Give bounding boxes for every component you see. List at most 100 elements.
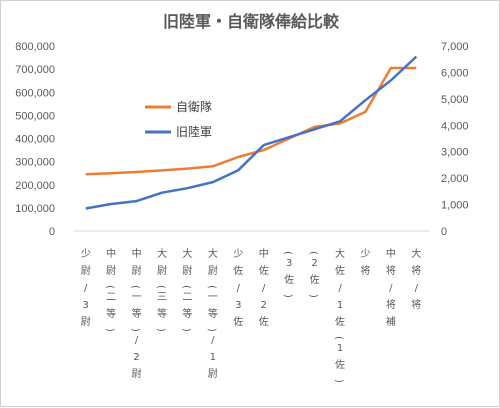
svg-text:大: 大 [182,247,192,260]
svg-text:中: 中 [259,247,269,260]
x-tick-label: 少尉 / 3 尉 [81,248,91,328]
svg-text:尉: 尉 [182,264,192,277]
svg-text:1: 1 [210,352,216,363]
svg-text:一: 一 [132,292,142,303]
svg-text:/: / [415,283,419,294]
x-tick-label: 中尉 (一等) / 2 尉 [130,247,142,380]
right-axis-ticks: 0 1,000 2,000 3,000 4,000 5,000 6,000 7,000 [441,41,469,238]
left-tick-label: 100,000 [15,203,55,215]
svg-text:/: / [389,283,393,294]
svg-text:二: 二 [106,292,116,303]
svg-text:大: 大 [157,247,167,260]
svg-text:大: 大 [335,247,345,260]
x-tick-label: 中佐 / 2 佐 [259,247,269,328]
svg-text:佐: 佐 [233,265,243,277]
svg-text:): ) [282,294,293,298]
svg-text:/: / [338,283,342,294]
legend-label-jieitai: 自衛隊 [176,99,212,114]
chart-title: 旧陸軍・自衛隊俸給比較 [163,12,340,31]
svg-text:/: / [211,335,215,346]
svg-text:): ) [180,328,191,332]
left-axis-ticks: 0 100,000 200,000 300,000 400,000 500,000 600,… [15,41,55,238]
svg-text:等: 等 [208,307,218,320]
x-tick-label: 中将 / 将補 [386,247,396,328]
svg-text:尉: 尉 [132,264,142,277]
svg-text:佐: 佐 [310,274,320,286]
svg-text:中: 中 [132,247,142,260]
x-tick-label: 大尉 (二等) [180,247,192,332]
svg-text:2: 2 [311,258,317,269]
svg-text:佐: 佐 [335,316,345,328]
x-tick-label: 大尉 ( 三等) [155,247,167,332]
svg-text:2: 2 [133,352,139,363]
svg-text:将: 将 [386,265,396,277]
right-tick-label: 6,000 [441,67,469,79]
left-tick-label: 800,000 [15,41,55,53]
right-tick-label: 0 [441,226,447,238]
left-tick-label: 200,000 [15,180,55,192]
svg-text:): ) [104,328,115,332]
svg-text:3: 3 [286,258,292,269]
svg-text:): ) [308,294,319,298]
svg-text:1: 1 [337,300,343,311]
svg-text:等: 等 [157,307,167,320]
svg-text:(: ( [308,251,319,255]
x-tick-label: 少将 [360,248,370,277]
x-tick-label: (2 佐) [308,251,320,298]
series-line-kyurikugun [85,55,418,210]
x-tick-label: (3 佐) [282,251,294,298]
svg-text:1: 1 [337,343,343,354]
svg-text:将: 将 [386,299,396,311]
series-line-jieitai [85,66,417,176]
svg-text:佐: 佐 [259,316,269,328]
x-tick-label: 大将 / 将 [411,247,421,311]
right-tick-label: 7,000 [441,41,469,53]
svg-text:尉: 尉 [157,264,167,277]
svg-text:三: 三 [157,292,167,303]
left-tick-label: 300,000 [15,157,55,169]
right-tick-label: 4,000 [441,120,469,132]
svg-text:補: 補 [386,315,396,328]
right-tick-label: 3,000 [441,147,469,159]
svg-text:大: 大 [411,247,421,260]
svg-text:(: ( [155,285,166,289]
svg-text:佐: 佐 [335,265,345,277]
left-tick-label: 700,000 [15,64,55,76]
svg-text:3: 3 [83,300,89,311]
svg-text:二: 二 [182,292,192,303]
svg-text:(: ( [104,285,115,289]
svg-text:尉: 尉 [106,264,116,277]
svg-text:尉: 尉 [208,367,218,380]
svg-text:(: ( [130,285,141,289]
svg-text:尉: 尉 [81,264,91,277]
svg-text:): ) [130,328,141,332]
right-tick-label: 2,000 [441,173,469,185]
x-tick-label: 大佐 / 1 佐 (1 佐) [333,247,345,383]
svg-text:将: 将 [360,265,370,277]
svg-text:(: ( [282,251,293,255]
svg-text:3: 3 [235,300,241,311]
svg-text:大: 大 [208,247,218,260]
series-layer [85,55,418,210]
svg-text:少: 少 [81,248,91,260]
svg-text:佐: 佐 [259,265,269,277]
svg-text:一: 一 [208,292,218,303]
svg-text:尉: 尉 [208,264,218,277]
left-tick-label: 500,000 [15,110,55,122]
svg-text:): ) [155,328,166,332]
svg-text:/: / [135,335,139,346]
x-axis-labels: 少尉/3尉中尉(二等)中尉(一等)/2尉大尉(三等)大尉(二等)大尉(一等)/1… [81,247,422,383]
left-tick-label: 600,000 [15,87,55,99]
svg-text:尉: 尉 [132,367,142,380]
svg-text:尉: 尉 [81,315,91,328]
svg-text:/: / [262,283,266,294]
svg-text:等: 等 [182,307,192,320]
svg-text:佐: 佐 [284,274,294,286]
legend-label-kyurikugun: 旧陸軍 [176,125,212,139]
svg-text:佐: 佐 [335,359,345,371]
svg-text:少: 少 [233,248,243,260]
svg-text:(: ( [206,285,217,289]
svg-text:): ) [206,328,217,332]
svg-text:等: 等 [132,307,142,320]
